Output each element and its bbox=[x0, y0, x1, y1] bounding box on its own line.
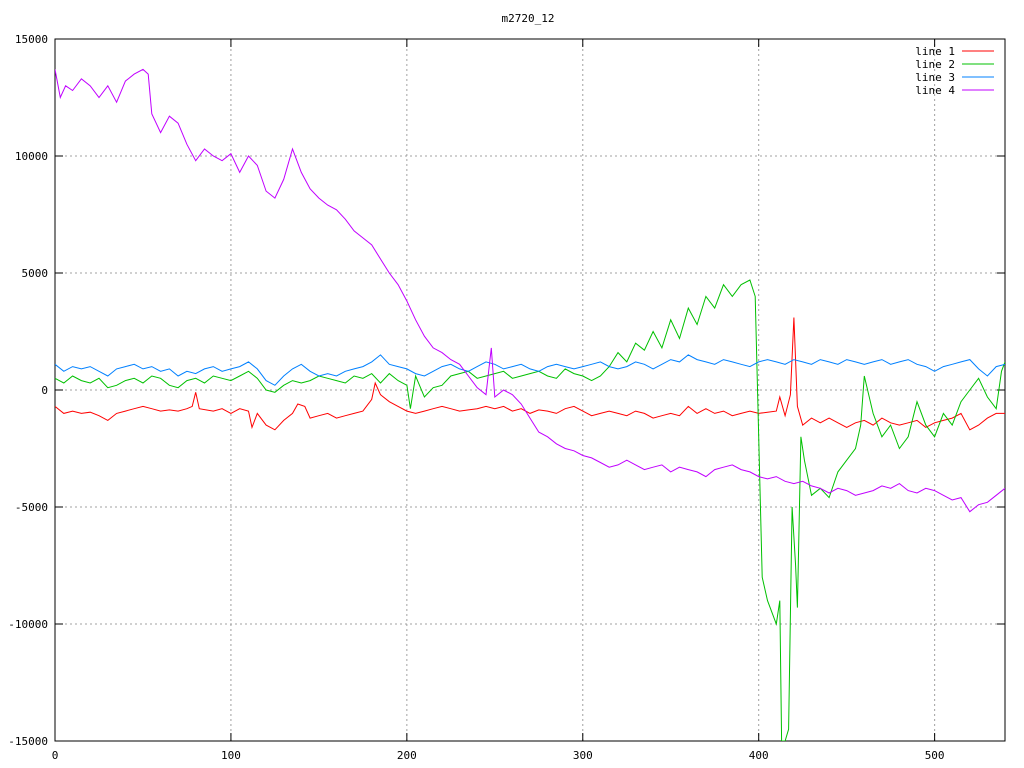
x-tick-label: 300 bbox=[573, 749, 593, 762]
axes: -15000 -10000 -5000 0 5000 10000 15000 0 100 200 3… bbox=[8, 33, 1006, 762]
x-tick-label: 500 bbox=[925, 749, 945, 762]
legend-label-3: line 3 bbox=[915, 71, 955, 84]
y-tick-label: -5000 bbox=[15, 501, 48, 514]
y-tick-label: 15000 bbox=[15, 33, 48, 46]
y-tick-label: 0 bbox=[41, 384, 48, 397]
x-tick-label: 0 bbox=[52, 749, 59, 762]
y-tick-label: -10000 bbox=[8, 618, 48, 631]
legend-label-2: line 2 bbox=[915, 58, 955, 71]
x-tick-label: 100 bbox=[221, 749, 241, 762]
y-tick-label: 10000 bbox=[15, 150, 48, 163]
series-group bbox=[55, 68, 1005, 741]
series-line-4 bbox=[55, 68, 1005, 513]
series-line-3 bbox=[55, 354, 1005, 386]
plot-frame bbox=[54, 38, 1006, 742]
y-tick-label: -15000 bbox=[8, 735, 48, 748]
grid bbox=[55, 39, 1005, 741]
chart-title: m2720_12 bbox=[502, 12, 555, 25]
y-tick-label: 5000 bbox=[22, 267, 49, 280]
series-line-2 bbox=[55, 279, 1005, 741]
legend-label-4: line 4 bbox=[915, 84, 955, 97]
x-tick-label: 400 bbox=[749, 749, 769, 762]
x-tick-label: 200 bbox=[397, 749, 417, 762]
legend-label-1: line 1 bbox=[915, 45, 955, 58]
